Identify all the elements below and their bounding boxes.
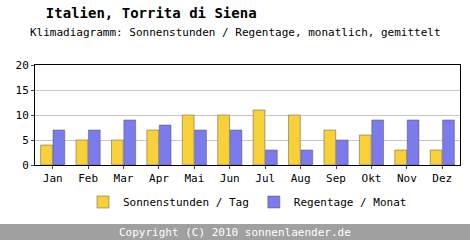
svg-text:Jan: Jan: [43, 172, 63, 185]
svg-text:20: 20: [16, 59, 29, 72]
svg-text:Jul: Jul: [255, 172, 275, 185]
svg-text:15: 15: [16, 84, 29, 97]
svg-text:Copyright (C) 2010 sonnenlaend: Copyright (C) 2010 sonnenlaender.de: [119, 226, 351, 239]
svg-text:Klimadiagramm: Sonnenstunden /: Klimadiagramm: Sonnenstunden / Regentage…: [30, 26, 441, 39]
svg-text:5: 5: [22, 134, 29, 147]
svg-text:Mar: Mar: [114, 172, 134, 185]
svg-text:Aug: Aug: [291, 172, 311, 185]
svg-text:Apr: Apr: [149, 172, 169, 185]
svg-text:Feb: Feb: [78, 172, 98, 185]
svg-text:Sep: Sep: [326, 172, 346, 185]
svg-text:Nov: Nov: [397, 172, 417, 185]
svg-text:10: 10: [16, 109, 29, 122]
svg-text:0: 0: [22, 159, 29, 172]
svg-text:Okt: Okt: [362, 172, 382, 185]
svg-text:Mai: Mai: [184, 172, 204, 185]
svg-text:Dez: Dez: [432, 172, 452, 185]
svg-text:Jun: Jun: [220, 172, 240, 185]
svg-text:Regentage / Monat: Regentage / Monat: [294, 196, 407, 209]
svg-text:Italien, Torrita di Siena: Italien, Torrita di Siena: [46, 5, 257, 21]
svg-text:Sonnenstunden / Tag: Sonnenstunden / Tag: [123, 196, 249, 209]
